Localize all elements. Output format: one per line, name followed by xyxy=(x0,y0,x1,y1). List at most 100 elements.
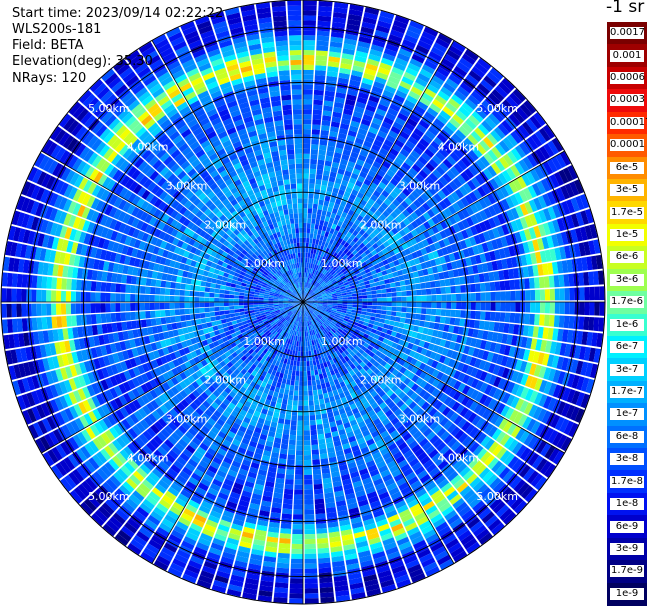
data-bin xyxy=(448,325,455,333)
data-bin xyxy=(279,453,287,460)
data-bin xyxy=(347,182,355,189)
data-bin xyxy=(415,313,421,320)
data-bin xyxy=(458,185,469,197)
data-bin xyxy=(364,135,375,144)
data-bin xyxy=(258,438,266,446)
data-bin xyxy=(303,321,305,327)
data-bin xyxy=(538,209,547,223)
data-bin xyxy=(308,325,311,331)
data-bin xyxy=(370,312,377,317)
data-bin xyxy=(305,277,307,283)
data-bin xyxy=(510,148,522,161)
data-bin xyxy=(399,428,409,438)
data-bin xyxy=(443,434,454,445)
data-bin xyxy=(379,236,387,244)
data-bin xyxy=(391,564,406,575)
data-bin xyxy=(332,187,339,194)
data-bin xyxy=(475,380,484,391)
data-bin xyxy=(290,568,303,574)
data-bin xyxy=(303,292,305,298)
data-bin xyxy=(253,410,261,418)
data-bin xyxy=(315,219,320,225)
data-bin xyxy=(321,268,327,274)
data-bin xyxy=(127,518,141,530)
data-bin xyxy=(311,218,316,224)
data-bin xyxy=(210,542,224,552)
data-bin xyxy=(556,356,565,370)
data-bin xyxy=(334,147,343,154)
data-bin xyxy=(215,496,227,505)
data-bin xyxy=(349,350,356,357)
data-bin xyxy=(122,481,135,493)
data-bin xyxy=(311,286,316,291)
data-bin xyxy=(490,291,496,301)
data-bin xyxy=(247,331,254,337)
data-bin xyxy=(317,343,321,349)
data-bin xyxy=(244,582,259,590)
data-bin xyxy=(434,474,447,486)
data-bin xyxy=(315,239,320,245)
data-bin xyxy=(343,548,357,556)
data-bin xyxy=(395,379,403,388)
data-bin xyxy=(373,277,380,283)
data-bin xyxy=(386,329,393,336)
data-bin xyxy=(404,122,415,132)
data-bin xyxy=(420,192,430,202)
data-bin xyxy=(209,393,218,402)
data-bin xyxy=(342,113,352,121)
data-bin xyxy=(277,356,282,362)
data-bin xyxy=(367,298,373,302)
data-bin xyxy=(345,224,351,232)
data-bin xyxy=(352,267,359,273)
data-bin xyxy=(304,287,306,293)
data-bin xyxy=(347,259,353,265)
data-bin xyxy=(229,443,239,451)
data-bin xyxy=(278,547,291,554)
data-bin xyxy=(480,79,494,92)
data-bin xyxy=(355,180,363,188)
data-bin xyxy=(214,533,227,542)
data-bin xyxy=(421,31,436,42)
data-bin xyxy=(240,361,247,369)
data-bin xyxy=(547,429,559,444)
data-bin xyxy=(303,178,309,184)
data-bin xyxy=(311,307,316,311)
data-bin xyxy=(552,432,563,447)
data-bin xyxy=(432,169,442,179)
data-bin xyxy=(322,316,327,321)
data-bin xyxy=(211,366,219,374)
data-bin xyxy=(579,193,590,209)
data-bin xyxy=(349,317,355,322)
data-bin xyxy=(315,291,321,295)
data-bin xyxy=(317,295,323,299)
data-bin xyxy=(538,127,551,142)
data-bin xyxy=(224,435,234,443)
data-bin xyxy=(335,242,341,248)
data-bin xyxy=(219,342,226,349)
data-bin xyxy=(449,412,459,423)
data-bin xyxy=(333,317,339,322)
data-bin xyxy=(403,99,416,109)
data-bin xyxy=(383,233,391,241)
data-bin xyxy=(417,469,428,480)
data-bin xyxy=(396,399,405,408)
data-bin xyxy=(331,476,342,483)
data-bin xyxy=(305,341,308,347)
data-bin xyxy=(472,348,480,358)
data-bin xyxy=(172,501,185,512)
data-bin xyxy=(372,418,382,426)
data-bin xyxy=(417,270,424,277)
data-bin xyxy=(119,433,131,446)
data-bin xyxy=(174,442,185,452)
data-bin xyxy=(436,427,447,438)
data-bin xyxy=(259,464,269,472)
data-bin xyxy=(375,257,383,264)
data-bin xyxy=(295,459,303,466)
data-bin xyxy=(318,255,323,262)
data-bin xyxy=(158,394,168,404)
data-bin xyxy=(329,262,334,268)
data-bin xyxy=(187,375,196,384)
data-bin xyxy=(256,356,263,362)
data-bin xyxy=(102,416,113,429)
data-bin xyxy=(401,328,409,335)
